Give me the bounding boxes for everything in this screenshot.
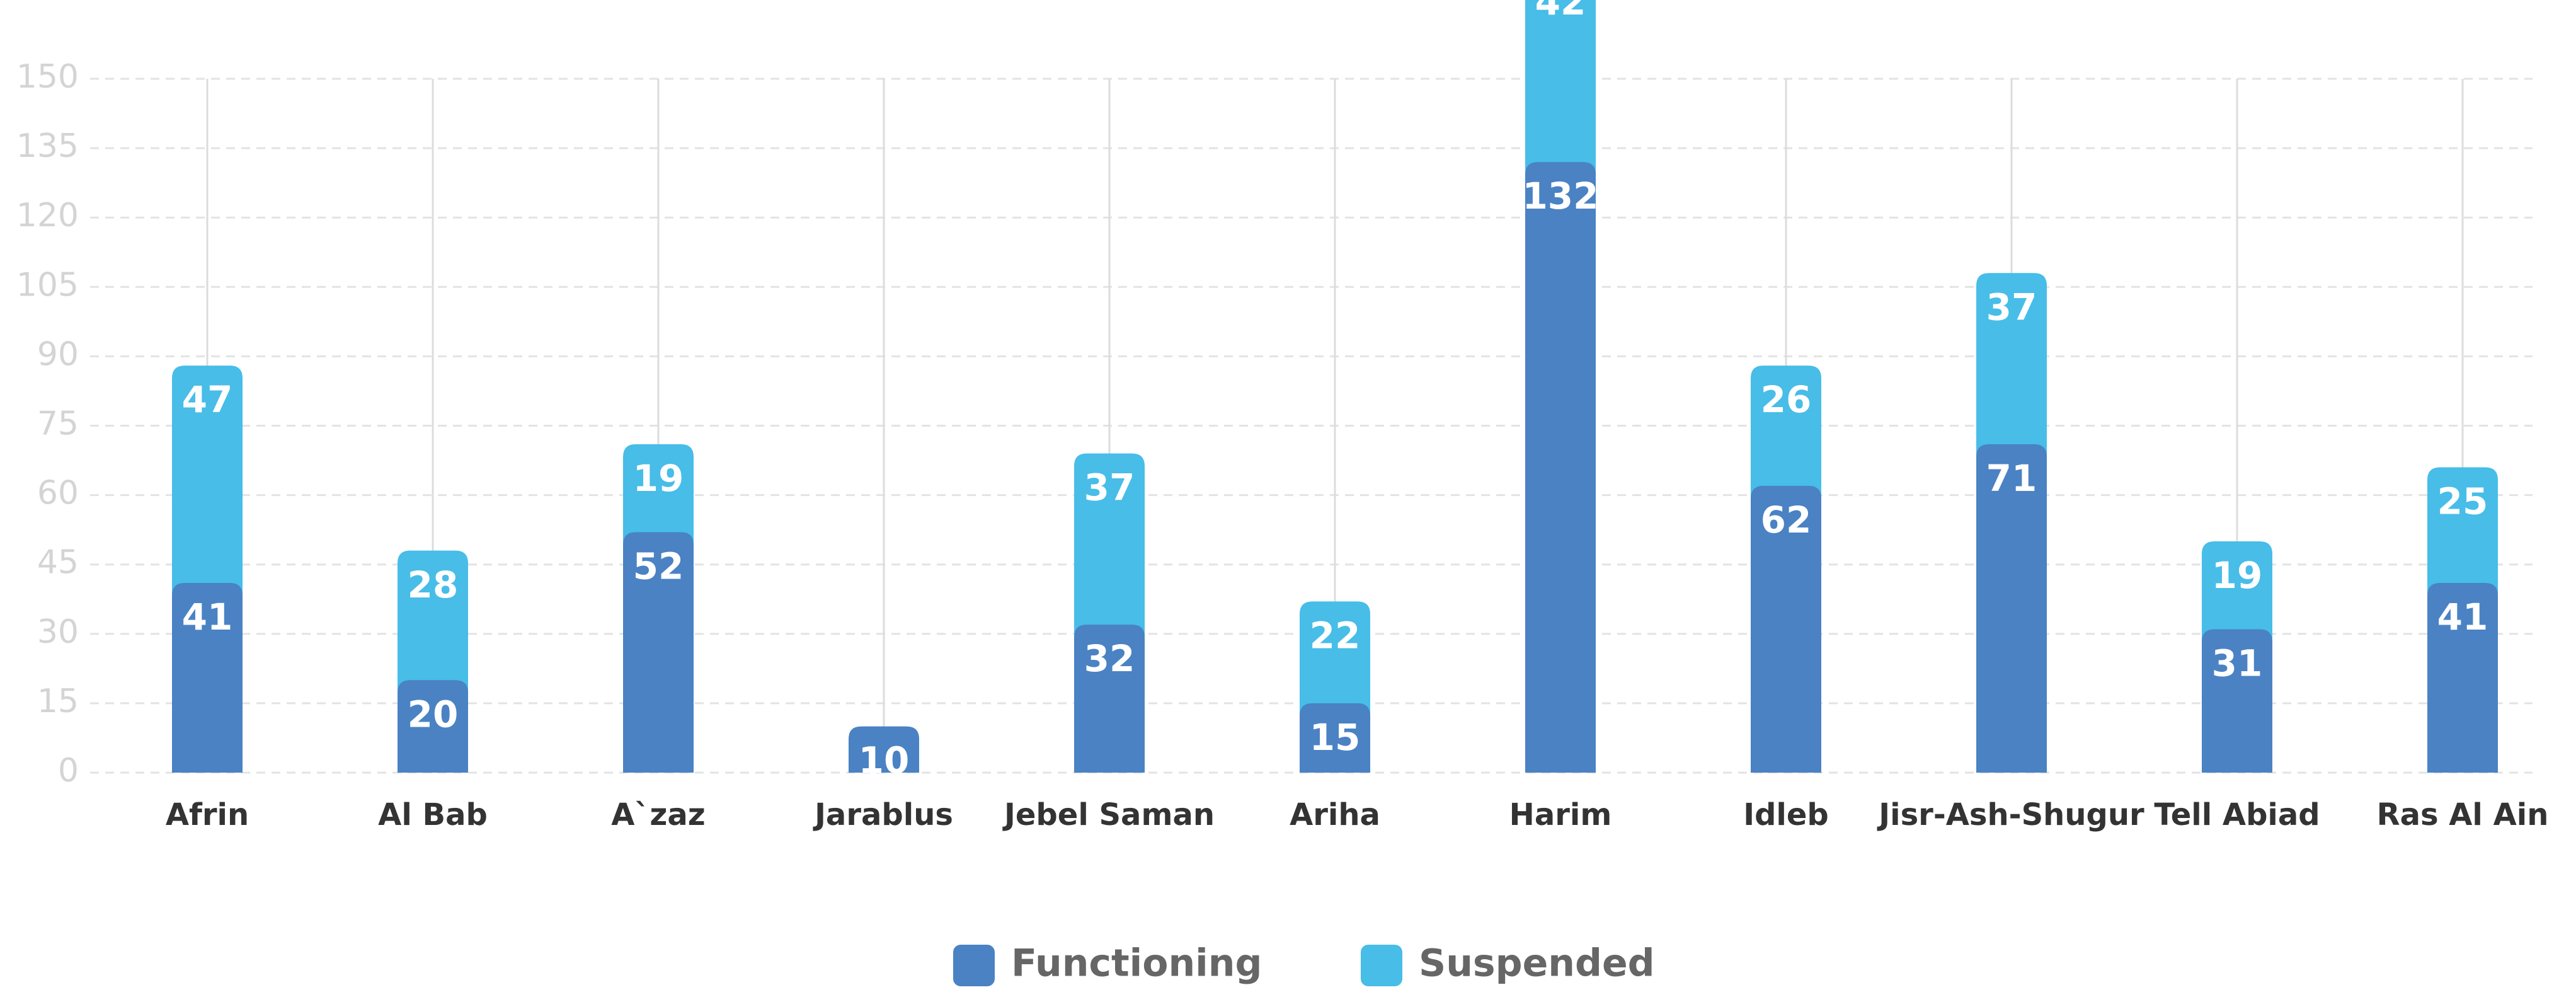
data-label: 10 [859, 739, 910, 782]
bar-segment [1300, 703, 1370, 773]
y-tick-label: 45 [37, 544, 79, 582]
bar-segment [172, 583, 243, 773]
bar-segment [1300, 601, 1370, 716]
legend-swatch [953, 945, 995, 986]
bar-segment [1751, 366, 1821, 498]
bar-segment [1525, 0, 1596, 175]
y-tick-label: 150 [16, 58, 79, 96]
data-label: 19 [2212, 554, 2263, 597]
data-label: 19 [633, 457, 684, 500]
x-tick-label: Jarablus [813, 797, 953, 833]
bar-segment [623, 444, 694, 545]
data-label: 25 [2437, 480, 2488, 523]
legend-label: Suspended [1419, 942, 1655, 986]
data-label: 37 [1084, 466, 1135, 509]
y-tick-label: 15 [37, 683, 79, 720]
data-label: 41 [182, 596, 233, 638]
bar-segment [398, 680, 468, 773]
bar-segment [1074, 453, 1145, 638]
data-label: 22 [1310, 614, 1361, 657]
bar-segment [2202, 629, 2272, 773]
x-tick-label: Jisr-Ash-Shugur [1877, 797, 2144, 833]
data-label: 20 [408, 693, 459, 735]
bar-segment [2427, 467, 2498, 596]
legend-label: Functioning [1011, 942, 1262, 986]
data-label: 71 [1986, 457, 2037, 500]
data-label: 62 [1761, 498, 1812, 541]
data-label: 31 [2212, 642, 2263, 685]
x-tick-label: Idleb [1743, 797, 1829, 833]
y-tick-label: 0 [58, 752, 79, 790]
bar-segment [849, 726, 919, 773]
x-tick-label: Ariha [1290, 797, 1380, 833]
bar-segment [1976, 273, 2047, 457]
y-tick-label: 120 [16, 197, 79, 234]
bar-segment [398, 550, 468, 693]
x-tick-label: Tell Abiad [2154, 797, 2320, 833]
data-label: 47 [182, 378, 233, 421]
legend-swatch [1361, 945, 1402, 986]
bar-segment [2202, 541, 2272, 642]
x-tick-label: Jebel Saman [1002, 797, 1215, 833]
x-tick-label: Al Bab [378, 797, 488, 833]
bar-segment [1751, 485, 1821, 773]
data-label: 26 [1761, 378, 1812, 421]
bar-segment [2427, 583, 2498, 773]
y-tick-label: 90 [37, 335, 79, 373]
x-tick-label: Harim [1509, 797, 1612, 833]
data-label: 32 [1084, 637, 1135, 680]
data-label: 15 [1310, 716, 1361, 759]
bar-segment [623, 532, 694, 773]
data-label: 132 [1522, 175, 1598, 217]
bar-segment [1525, 162, 1596, 773]
x-tick-label: Ras Al Ain [2377, 797, 2549, 833]
bar-segment [172, 366, 243, 596]
y-tick-label: 60 [37, 475, 79, 512]
y-tick-label: 135 [16, 127, 79, 165]
data-label: 52 [633, 545, 684, 587]
y-tick-label: 75 [37, 405, 79, 443]
bar-segment [1976, 444, 2047, 773]
y-tick-label: 105 [16, 266, 79, 304]
x-tick-label: Afrin [166, 797, 249, 833]
bar-segment [1074, 625, 1145, 773]
x-tick-label: A`zaz [611, 797, 705, 833]
data-label: 42 [1535, 0, 1586, 23]
y-tick-label: 30 [37, 613, 79, 651]
data-label: 37 [1986, 285, 2037, 328]
data-label: 41 [2437, 596, 2488, 638]
data-label: 28 [408, 563, 459, 606]
